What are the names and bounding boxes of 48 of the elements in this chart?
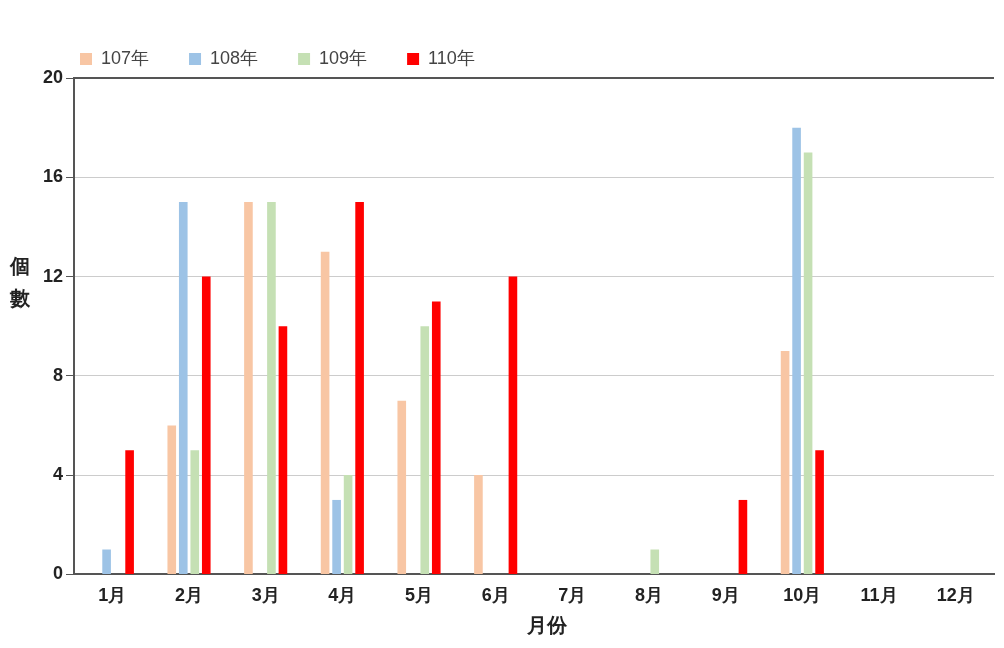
y-tick-label: 12 xyxy=(42,265,64,286)
bar xyxy=(244,202,253,574)
bar xyxy=(102,549,111,574)
x-axis-title: 月份 xyxy=(526,612,568,639)
bar xyxy=(355,202,364,574)
x-tick-label: 7月 xyxy=(558,585,587,606)
x-tick-label: 12月 xyxy=(936,585,975,606)
x-tick-label: 1月 xyxy=(98,585,127,606)
x-tick-label: 6月 xyxy=(481,585,510,606)
x-tick-label: 9月 xyxy=(711,585,740,606)
x-tick-label: 5月 xyxy=(405,585,434,606)
bar xyxy=(508,276,518,574)
bar xyxy=(792,127,801,574)
x-tick-label: 8月 xyxy=(635,585,664,606)
x-tick-label: 10月 xyxy=(783,585,822,606)
bar xyxy=(474,475,483,574)
bar xyxy=(267,202,276,574)
bar xyxy=(125,450,134,574)
bar xyxy=(178,202,188,574)
bar xyxy=(332,499,341,574)
bar xyxy=(201,276,211,574)
bar xyxy=(780,351,790,574)
x-tick-label: 2月 xyxy=(175,585,204,606)
x-tick-label: 11月 xyxy=(860,585,898,606)
bar xyxy=(167,425,177,574)
legend-label: 109年 xyxy=(319,47,368,68)
legend-label: 110年 xyxy=(428,47,475,68)
bar xyxy=(650,549,660,574)
y-tick-label: 16 xyxy=(42,166,64,187)
bar xyxy=(803,152,813,574)
x-tick-label: 3月 xyxy=(251,585,280,606)
legend-label: 107年 xyxy=(101,47,150,68)
bar xyxy=(738,499,748,574)
y-axis-title: 個數 xyxy=(10,253,31,312)
legend-label: 108年 xyxy=(210,47,259,68)
bar xyxy=(431,301,441,574)
bar xyxy=(343,475,353,574)
y-tick-label: 20 xyxy=(42,66,64,87)
bar xyxy=(320,251,330,574)
y-tick-label: 0 xyxy=(53,563,64,584)
bar xyxy=(278,326,288,574)
bar xyxy=(420,326,430,574)
bar xyxy=(190,450,200,574)
bar xyxy=(815,450,824,574)
y-tick-label: 8 xyxy=(53,364,64,385)
y-tick-label: 4 xyxy=(53,464,64,485)
bar xyxy=(397,400,407,574)
x-tick-label: 4月 xyxy=(328,585,357,606)
